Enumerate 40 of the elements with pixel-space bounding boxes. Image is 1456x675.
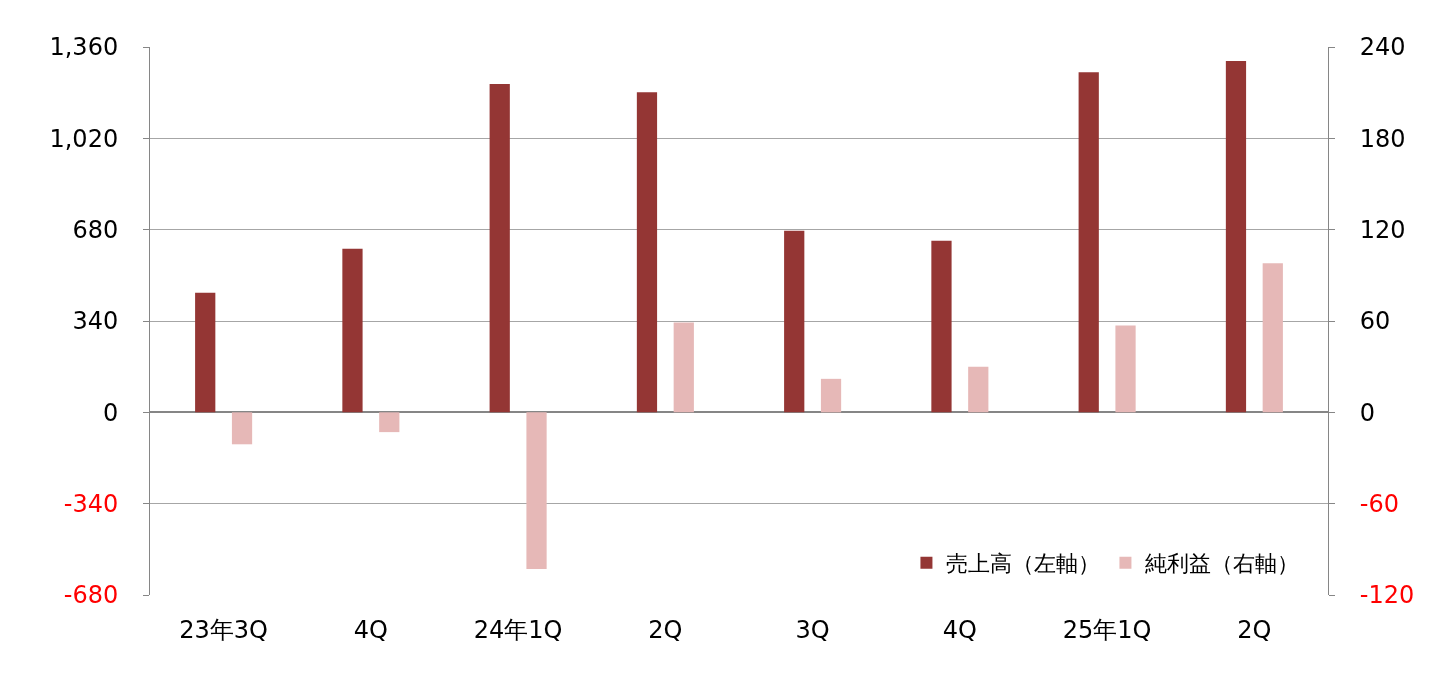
bar xyxy=(195,292,216,413)
bar xyxy=(1078,72,1099,413)
y2-tick-label: -120 xyxy=(1359,581,1415,610)
x-tick-label: 24年1Q xyxy=(473,616,563,644)
y2-tick-label: 120 xyxy=(1359,216,1406,245)
bar xyxy=(1262,263,1283,413)
bar xyxy=(526,412,547,570)
y-tick-label: 680 xyxy=(72,216,119,245)
x-tick-label: 2Q xyxy=(1237,616,1272,644)
y2-tick-label: 0 xyxy=(1359,398,1376,427)
bar xyxy=(342,248,363,413)
bar xyxy=(820,378,842,413)
bar xyxy=(673,322,694,413)
y-tick-label: 0 xyxy=(102,398,119,427)
bar xyxy=(1225,60,1247,413)
legend-label: 純利益（右軸） xyxy=(1145,551,1300,577)
bar xyxy=(379,412,400,433)
x-tick-label: 3Q xyxy=(795,616,830,644)
y2-tick-label: 180 xyxy=(1359,124,1406,153)
y-tick-label: -680 xyxy=(63,581,119,610)
legend-label: 売上高（左軸） xyxy=(946,551,1101,577)
bar xyxy=(1115,325,1136,413)
bar xyxy=(931,240,952,413)
y2-tick-label: 240 xyxy=(1359,33,1406,62)
y-tick-label: 1,020 xyxy=(49,124,119,153)
bar xyxy=(231,412,253,445)
bar xyxy=(636,92,658,413)
bar xyxy=(784,230,805,413)
x-tick-label: 4Q xyxy=(353,616,388,644)
bar xyxy=(489,84,510,413)
x-tick-label: 2Q xyxy=(648,616,683,644)
y2-tick-label: -60 xyxy=(1359,490,1399,519)
x-tick-label: 4Q xyxy=(942,616,977,644)
y-tick-label: 340 xyxy=(72,307,119,336)
y-tick-label: -340 xyxy=(63,490,119,519)
y2-tick-label: 60 xyxy=(1359,307,1391,336)
x-tick-label: 25年1Q xyxy=(1062,616,1152,644)
x-tick-label: 23年3Q xyxy=(179,616,268,644)
y-tick-label: 1,360 xyxy=(49,33,119,62)
bar xyxy=(968,366,989,413)
